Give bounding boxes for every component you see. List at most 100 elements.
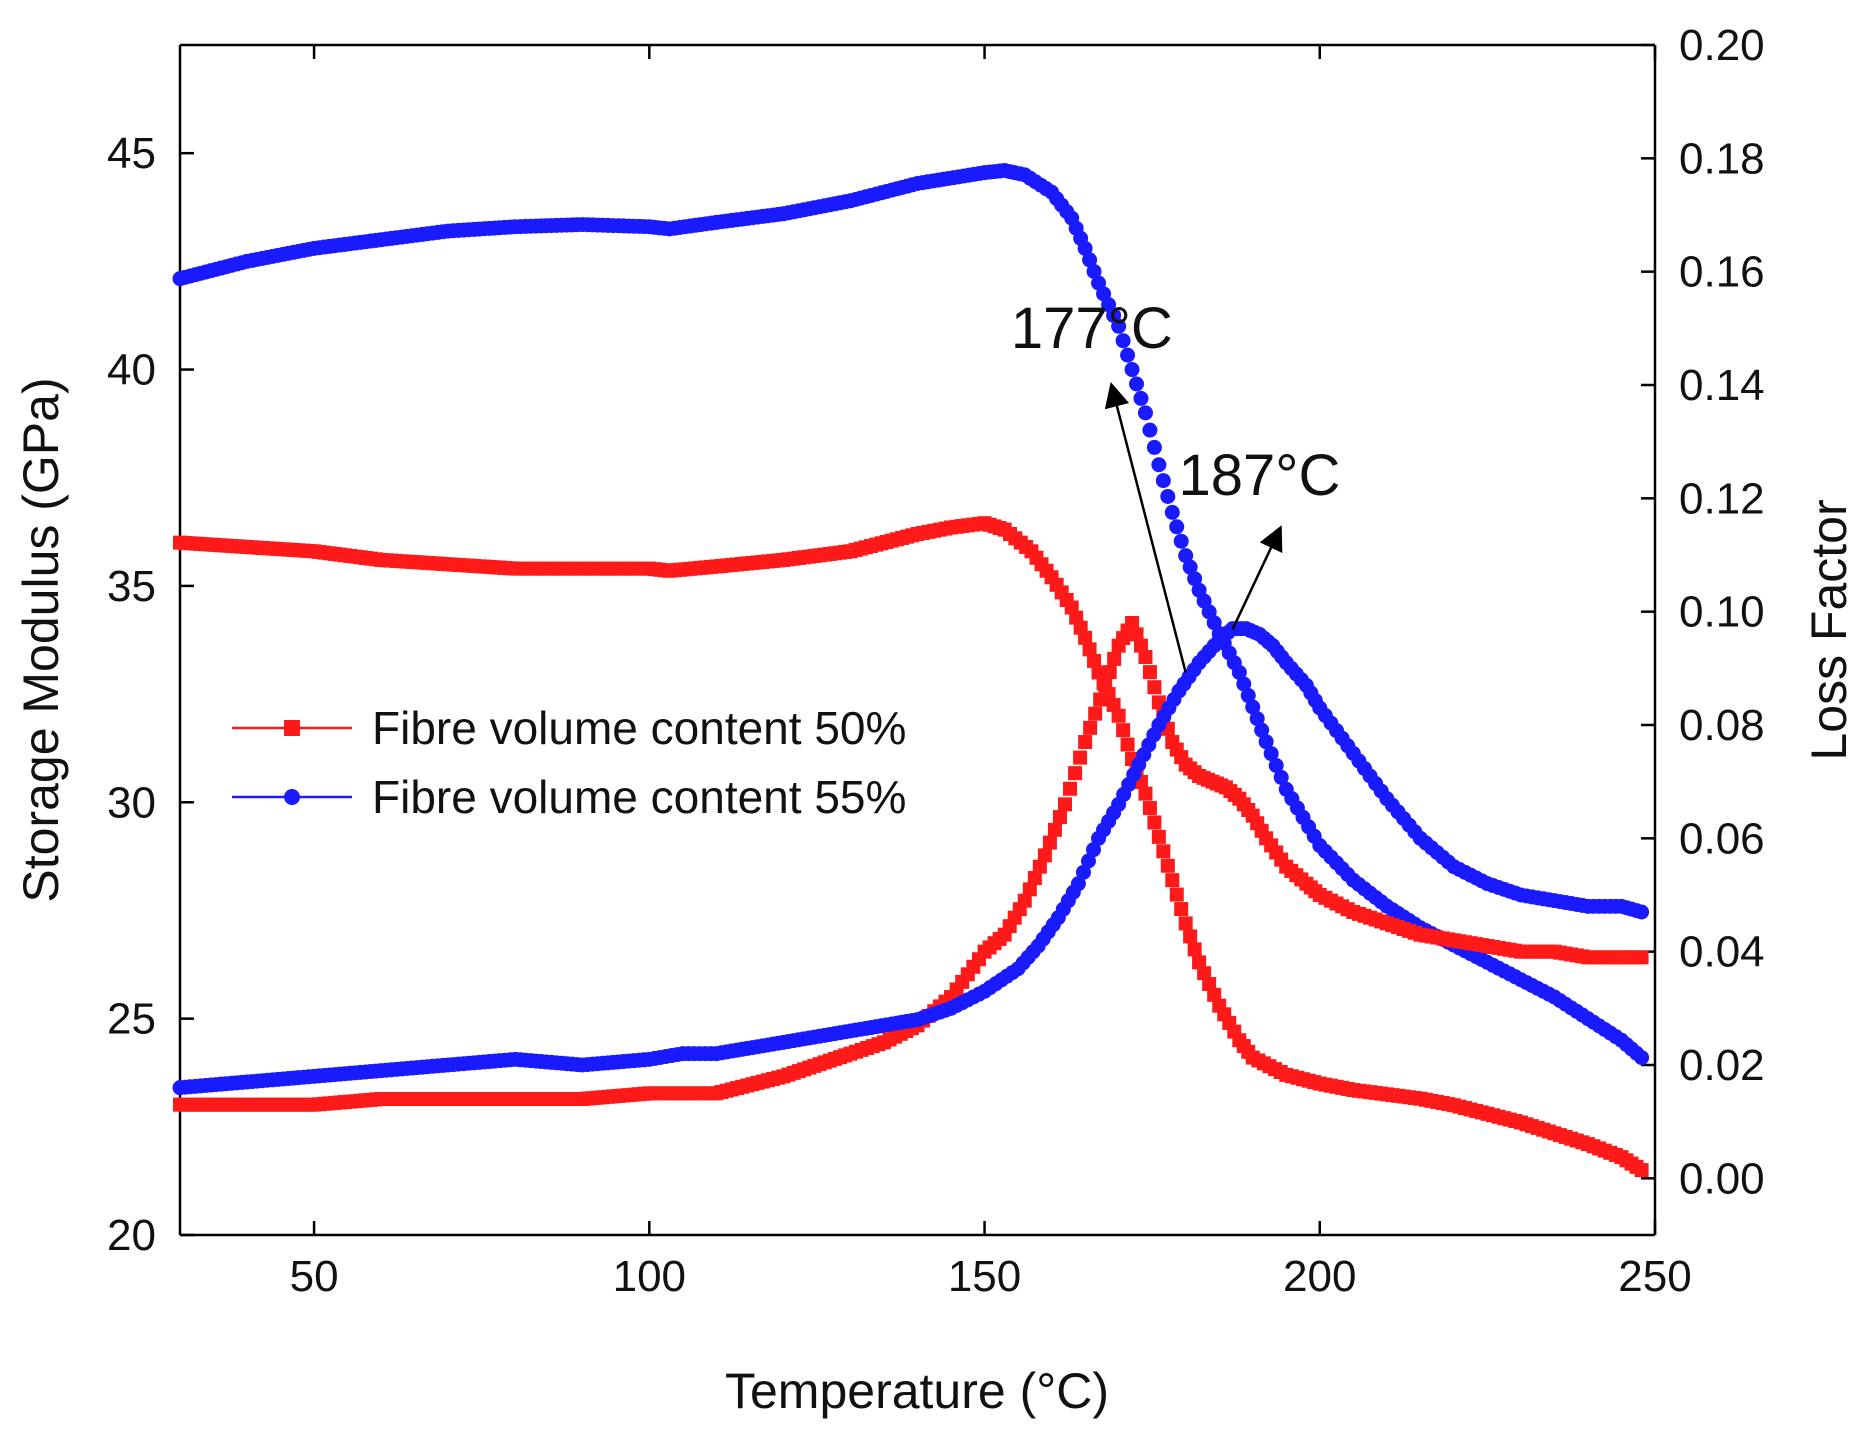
data-point bbox=[1273, 769, 1289, 785]
annotation-arrow-177 bbox=[1104, 382, 1187, 673]
data-point bbox=[1178, 548, 1194, 564]
series-2-loss-factor bbox=[173, 616, 1649, 1112]
data-point bbox=[1047, 822, 1062, 837]
series-1-storage-modulus bbox=[172, 162, 1650, 1066]
data-point bbox=[1125, 616, 1140, 630]
data-point bbox=[1187, 571, 1203, 587]
y-left-tick-label: 20 bbox=[107, 1211, 156, 1260]
data-point bbox=[1037, 848, 1052, 863]
annotation-label-187: 187°C bbox=[1179, 443, 1341, 508]
data-point bbox=[1207, 987, 1222, 1002]
x-tick-label: 50 bbox=[290, 1252, 339, 1301]
y-right-tick-label: 0.02 bbox=[1679, 1041, 1765, 1090]
data-point bbox=[1263, 746, 1279, 762]
legend-entry-55: Fibre volume content 55% bbox=[232, 771, 906, 823]
data-point bbox=[1202, 977, 1217, 992]
series-layer bbox=[172, 162, 1650, 1178]
y-right-tick-label: 0.12 bbox=[1679, 474, 1765, 523]
data-point bbox=[1042, 835, 1057, 850]
legend: Fibre volume content 50% Fibre volume co… bbox=[232, 702, 906, 823]
data-point bbox=[1165, 873, 1180, 888]
data-point bbox=[1093, 692, 1108, 707]
y-right-tick-label: 0.04 bbox=[1679, 928, 1765, 977]
x-tick-label: 250 bbox=[1618, 1252, 1691, 1301]
data-point bbox=[1077, 240, 1093, 256]
data-point bbox=[1106, 697, 1121, 712]
data-point bbox=[1142, 665, 1157, 680]
data-point bbox=[1078, 735, 1093, 749]
data-point bbox=[1137, 405, 1153, 421]
x-tick-label: 200 bbox=[1283, 1252, 1356, 1301]
data-point bbox=[1634, 1163, 1649, 1178]
data-point bbox=[1022, 882, 1037, 897]
data-point bbox=[1178, 916, 1193, 931]
y-right-tick-label: 0.16 bbox=[1679, 248, 1765, 297]
annotations: 177°C 187°C bbox=[1011, 296, 1340, 673]
y-right-tick-label: 0.20 bbox=[1679, 21, 1765, 70]
data-point bbox=[1111, 318, 1127, 334]
data-point bbox=[1091, 665, 1106, 680]
data-point bbox=[1058, 797, 1072, 812]
data-point bbox=[1236, 676, 1252, 692]
data-point bbox=[1155, 473, 1171, 489]
annotation-arrow-187 bbox=[1231, 525, 1283, 630]
data-point bbox=[1634, 1050, 1650, 1066]
data-point bbox=[1107, 651, 1122, 666]
data-point bbox=[1147, 815, 1162, 830]
y-left-tick-label: 35 bbox=[107, 562, 156, 611]
data-point bbox=[1245, 699, 1261, 715]
data-point bbox=[1174, 902, 1189, 917]
data-point bbox=[1151, 457, 1167, 473]
data-point bbox=[1254, 722, 1270, 738]
data-point bbox=[1258, 734, 1274, 750]
data-point bbox=[1082, 252, 1098, 268]
data-point bbox=[1156, 844, 1171, 859]
data-point bbox=[1063, 781, 1078, 796]
data-point bbox=[1124, 362, 1140, 378]
y-left-ticks: 20 25 30 35 40 45 bbox=[107, 129, 194, 1260]
data-point bbox=[1231, 664, 1247, 680]
y-right-tick-label: 0.14 bbox=[1679, 361, 1765, 410]
data-point bbox=[1142, 422, 1158, 438]
y-right-tick-label: 0.06 bbox=[1679, 814, 1765, 863]
data-point bbox=[1073, 750, 1088, 765]
plot-frame bbox=[178, 43, 1657, 1237]
data-point bbox=[1027, 871, 1042, 885]
annotation-label-177: 177°C bbox=[1011, 296, 1173, 361]
data-point bbox=[1070, 876, 1086, 892]
data-point bbox=[1164, 504, 1180, 520]
data-point bbox=[1017, 893, 1032, 908]
data-point bbox=[1078, 630, 1093, 645]
data-point bbox=[1083, 720, 1098, 735]
legend-entry-50: Fibre volume content 50% bbox=[232, 702, 906, 754]
data-point bbox=[1068, 766, 1083, 781]
data-point bbox=[1032, 859, 1047, 874]
x-tick-label: 150 bbox=[948, 1252, 1021, 1301]
data-point bbox=[1183, 929, 1198, 944]
x-axis-title: Temperature (°C) bbox=[725, 1363, 1109, 1419]
data-point bbox=[1151, 829, 1166, 844]
x-ticks: 50 100 150 200 250 bbox=[290, 45, 1692, 1301]
data-point bbox=[1116, 723, 1131, 738]
y-left-tick-label: 25 bbox=[107, 995, 156, 1044]
data-point bbox=[1160, 858, 1175, 873]
legend-marker-square bbox=[284, 720, 300, 736]
data-point bbox=[1080, 853, 1096, 869]
data-point bbox=[1082, 642, 1097, 657]
data-point bbox=[1120, 347, 1136, 363]
legend-label-50: Fibre volume content 50% bbox=[372, 702, 906, 754]
data-point bbox=[1192, 955, 1207, 970]
series-3-loss-factor bbox=[172, 621, 1650, 1096]
data-point bbox=[1634, 904, 1650, 920]
x-tick-label: 100 bbox=[613, 1252, 686, 1301]
data-point bbox=[1088, 706, 1103, 721]
data-point bbox=[1086, 263, 1102, 279]
data-point bbox=[1120, 737, 1135, 752]
data-point bbox=[1138, 650, 1153, 664]
y-right-tick-label: 0.08 bbox=[1679, 701, 1765, 750]
data-point bbox=[1115, 333, 1131, 349]
data-point bbox=[1133, 638, 1148, 653]
data-point bbox=[1129, 627, 1144, 642]
data-point bbox=[1268, 757, 1284, 773]
